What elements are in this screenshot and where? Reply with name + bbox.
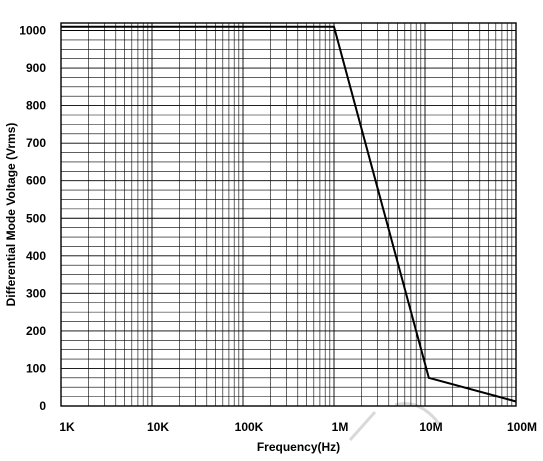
y-tick-label: 900 <box>26 61 46 75</box>
y-tick-label: 500 <box>26 211 46 225</box>
x-tick-label: 100K <box>235 420 264 434</box>
series-layer <box>61 25 517 403</box>
y-tick-label: 1000 <box>19 24 46 38</box>
grid <box>60 23 516 407</box>
x-tick-label: 10M <box>419 420 442 434</box>
y-tick-label: 200 <box>26 324 46 338</box>
y-tick-label: 800 <box>26 99 46 113</box>
y-tick-label: 700 <box>26 136 46 150</box>
y-axis-ticks: 0 100 200 300 400 500 600 700 800 900 1000 <box>19 24 46 413</box>
x-axis-ticks: 1K 10K 100K 1M 10M 100M <box>59 420 537 434</box>
plot-frame <box>60 22 517 407</box>
series-line <box>61 25 517 403</box>
x-tick-label: 100M <box>507 420 537 434</box>
x-tick-label: 1M <box>332 420 349 434</box>
y-tick-label: 300 <box>26 286 46 300</box>
x-tick-label: 1K <box>59 420 75 434</box>
y-tick-label: 100 <box>26 361 46 375</box>
x-axis-title: Frequency(Hz) <box>257 440 340 454</box>
y-tick-label: 600 <box>26 174 46 188</box>
y-axis-title: Differential Mode Voltage (Vrms) <box>4 123 18 307</box>
x-tick-label: 10K <box>147 420 169 434</box>
y-tick-label: 400 <box>26 249 46 263</box>
y-tick-label: 0 <box>39 399 46 413</box>
